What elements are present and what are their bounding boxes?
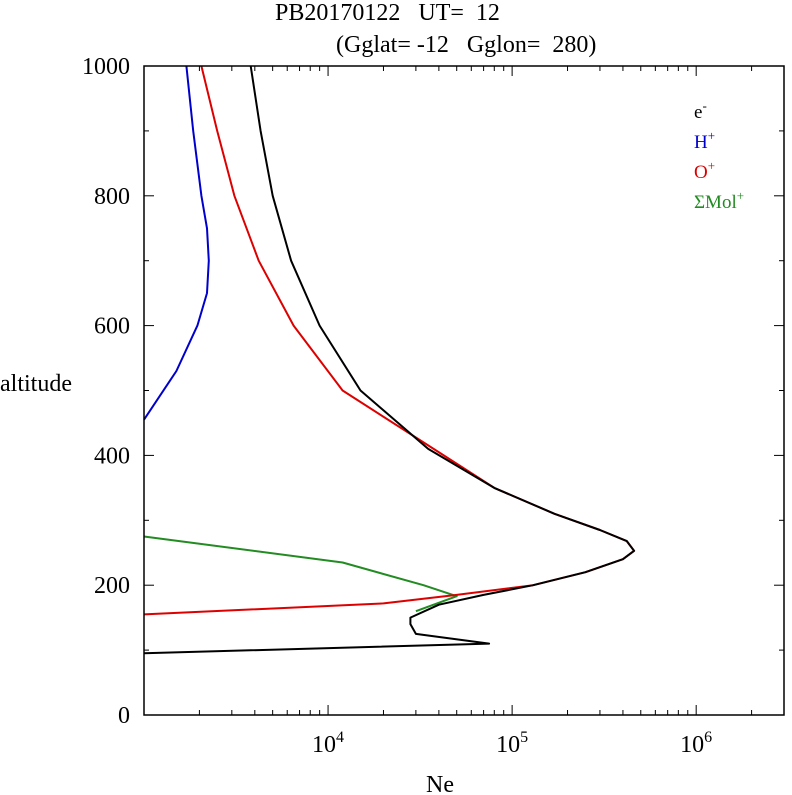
series-lines xyxy=(143,65,636,655)
y-tick-label: 1000 xyxy=(82,54,130,80)
x-tick-labels: 104 105 106 xyxy=(312,729,712,758)
y-tick-label: 200 xyxy=(94,573,130,599)
plot-frame xyxy=(143,65,785,716)
chart-title-line2: (Gglat= -12 Gglon= 280) xyxy=(336,32,596,58)
y-tick-label: 600 xyxy=(94,314,130,340)
series-line-2 xyxy=(143,65,636,616)
x-axis-label: Ne xyxy=(426,772,454,795)
x-tick-label: 105 xyxy=(496,729,528,758)
series-line-3 xyxy=(143,535,458,613)
legend-entry-1: H+ xyxy=(694,128,715,153)
y-tick-label: 0 xyxy=(118,703,130,729)
y-tick-label: 400 xyxy=(94,443,130,469)
chart-title-line1: PB20170122 UT= 12 xyxy=(275,0,500,26)
axis-ticks xyxy=(143,65,785,716)
legend: e- H+ O+ ΣMol+ xyxy=(694,98,744,213)
legend-entry-2: O+ xyxy=(694,158,715,183)
y-tick-labels: 0 200 400 600 800 1000 xyxy=(82,54,130,729)
x-tick-label: 104 xyxy=(312,729,344,758)
y-tick-label: 800 xyxy=(94,184,130,210)
legend-entry-0: e- xyxy=(694,98,707,123)
y-axis-label: altitude xyxy=(0,371,72,397)
legend-entry-3: ΣMol+ xyxy=(694,188,744,213)
series-line-0 xyxy=(143,65,636,655)
series-line-1 xyxy=(143,65,210,421)
x-tick-label: 106 xyxy=(680,729,712,758)
